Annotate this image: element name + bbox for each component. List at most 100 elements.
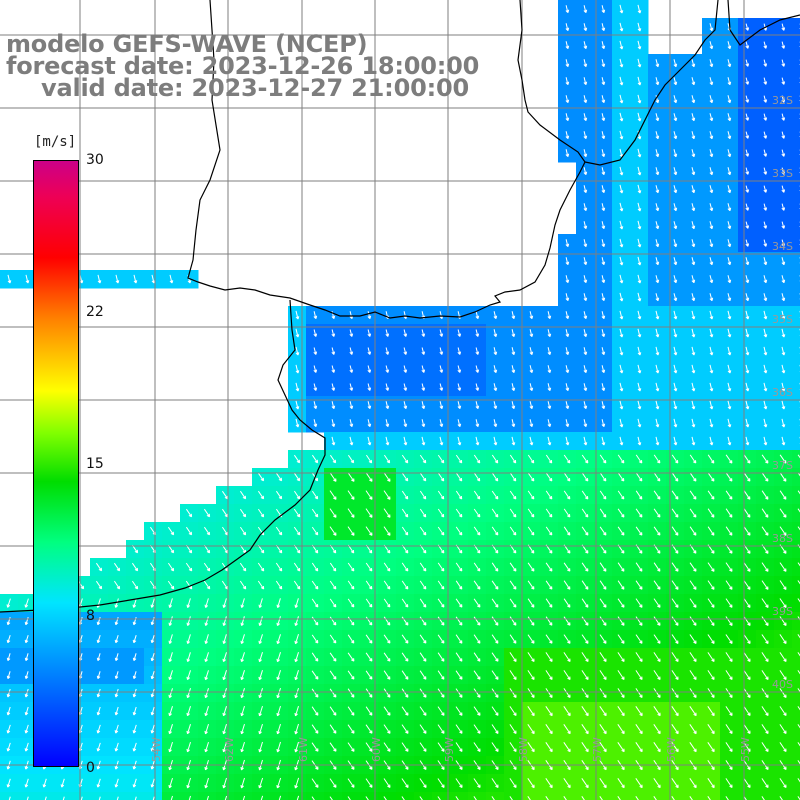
wind-arrow (637, 94, 642, 104)
wind-arrow (437, 490, 445, 500)
wind-arrow (313, 383, 318, 391)
wind-arrow (242, 795, 246, 800)
wind-arrow (637, 364, 642, 374)
wind-arrow (475, 365, 480, 373)
wind-arrow (635, 562, 643, 572)
wind-arrow (635, 598, 643, 608)
wind-arrow (565, 59, 570, 68)
wind-arrow (204, 652, 209, 663)
wind-arrow (311, 490, 319, 500)
wind-arrow (653, 472, 661, 482)
wind-arrow (545, 490, 553, 500)
wind-arrow (6, 598, 11, 608)
wind-arrow (691, 364, 696, 374)
wind-arrow (619, 238, 624, 248)
wind-arrow (365, 688, 373, 698)
wind-arrow (655, 221, 660, 230)
wind-arrow (761, 454, 769, 464)
wind-arrow (779, 580, 787, 590)
wind-arrow (781, 23, 786, 31)
wind-arrow (637, 184, 642, 194)
wind-arrow (619, 112, 624, 122)
wind-arrow (329, 562, 337, 572)
wind-arrow (365, 724, 373, 734)
wind-arrow (709, 400, 714, 410)
longitude-label: 56W (665, 737, 678, 762)
wind-arrow (347, 724, 355, 734)
wind-arrow (653, 670, 661, 681)
wind-arrow (617, 454, 625, 464)
wind-arrow (491, 778, 499, 789)
wind-arrow (527, 562, 535, 572)
wind-arrow (349, 419, 354, 428)
wind-arrow (276, 705, 281, 717)
wind-arrow (655, 239, 660, 248)
wind-arrow (763, 203, 768, 211)
wind-arrow (152, 796, 155, 800)
wind-arrow (437, 508, 445, 518)
wind-arrow (563, 562, 571, 572)
wind-arrow (745, 41, 750, 49)
wind-cell (432, 792, 451, 800)
wind-arrow (437, 670, 445, 680)
wind-arrow (763, 364, 768, 374)
wind-arrow (365, 616, 373, 626)
wind-arrow (365, 778, 373, 788)
wind-arrow (707, 580, 715, 590)
wind-arrow (365, 706, 373, 716)
wind-arrow (619, 184, 624, 194)
wind-arrow (565, 419, 570, 428)
wind-arrow (383, 796, 387, 800)
wind-arrow (691, 328, 696, 338)
wind-arrow (6, 742, 11, 752)
wind-cell (450, 792, 469, 800)
wind-arrow (475, 311, 480, 320)
wind-arrow (545, 670, 553, 681)
wind-arrow (743, 634, 751, 644)
wind-arrow (114, 671, 119, 680)
wind-arrow (222, 688, 227, 699)
wind-arrow (707, 616, 715, 626)
wind-arrow (203, 562, 211, 572)
wind-cell (792, 144, 800, 163)
wind-arrow (455, 472, 463, 482)
wind-arrow (673, 203, 678, 212)
longitude-label: 61W (297, 737, 310, 762)
wind-arrow (24, 706, 29, 716)
wind-arrow (725, 724, 733, 735)
wind-arrow (347, 688, 355, 698)
wind-arrow (347, 706, 355, 716)
wind-arrow (419, 562, 427, 572)
colorbar (33, 160, 79, 767)
wind-arrow (276, 670, 281, 681)
wind-arrow (419, 742, 427, 752)
wind-arrow (455, 724, 463, 734)
wind-arrow (457, 329, 462, 337)
wind-arrow (511, 383, 516, 392)
wind-arrow (475, 436, 480, 446)
wind-arrow (761, 616, 769, 626)
wind-arrow (655, 310, 660, 320)
wind-arrow (313, 419, 318, 428)
wind-arrow (581, 652, 589, 663)
wind-arrow (258, 688, 263, 699)
wind-arrow (599, 634, 607, 644)
wind-arrow (529, 347, 534, 356)
wind-arrow (296, 795, 300, 800)
wind-arrow (257, 490, 265, 500)
wind-arrow (240, 777, 245, 789)
wind-arrow (601, 113, 606, 122)
wind-arrow (635, 472, 643, 482)
wind-arrow (349, 401, 354, 410)
wind-arrow (709, 167, 714, 176)
wind-arrow (617, 634, 625, 644)
wind-arrow (473, 526, 481, 536)
wind-arrow (709, 293, 714, 302)
wind-arrow (493, 419, 498, 428)
wind-arrow (473, 616, 481, 626)
wind-cell (792, 108, 800, 127)
wind-arrow (797, 742, 800, 747)
wind-arrow (204, 777, 209, 789)
latitude-label: 37S (772, 459, 793, 472)
wind-arrow (563, 688, 571, 699)
